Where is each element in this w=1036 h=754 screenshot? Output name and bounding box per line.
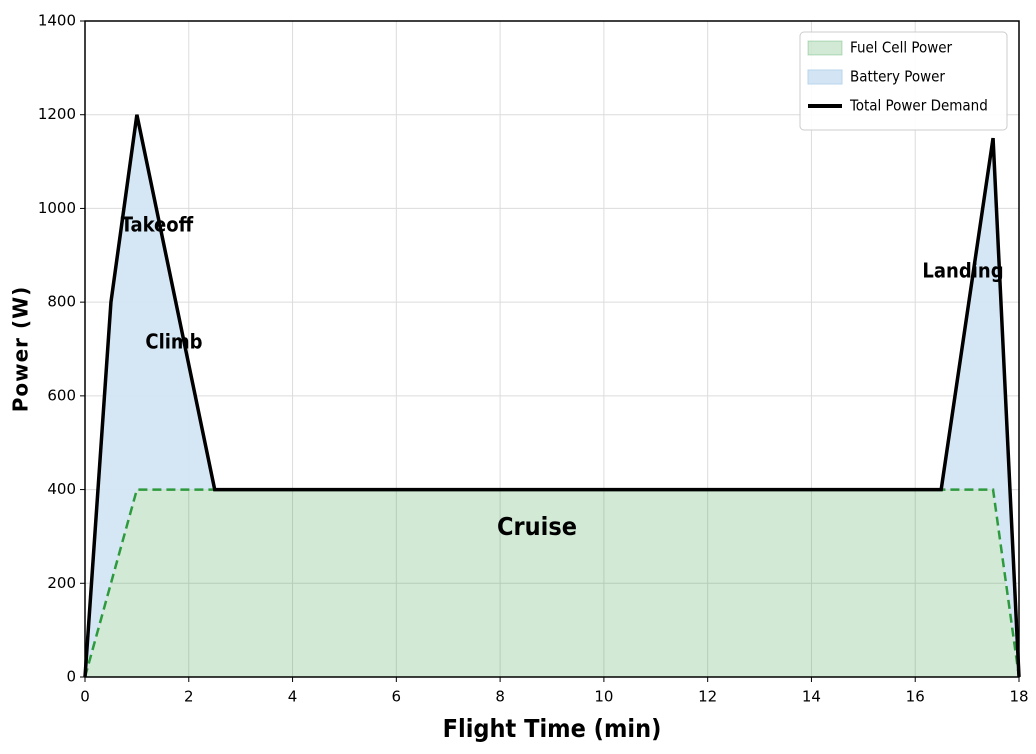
x-tick-label: 18: [1009, 688, 1028, 706]
y-tick-label: 0: [66, 668, 76, 686]
x-tick-label: 4: [288, 688, 298, 706]
x-tick-label: 16: [906, 688, 925, 706]
annotation: Cruise: [497, 512, 577, 541]
annotation: Landing: [922, 259, 1003, 283]
y-tick-label: 400: [47, 480, 76, 498]
x-axis-label: Flight Time (min): [443, 714, 662, 743]
y-tick-label: 1200: [38, 105, 76, 123]
x-tick-label: 2: [184, 688, 194, 706]
y-axis-label: Power (W): [9, 286, 33, 413]
x-tick-label: 6: [392, 688, 402, 706]
legend-label: Fuel Cell Power: [850, 39, 953, 57]
x-tick-label: 14: [802, 688, 821, 706]
legend-swatch: [807, 40, 843, 56]
x-tick-label: 10: [594, 688, 613, 706]
legend-label: Battery Power: [850, 68, 945, 86]
annotation: Climb: [145, 330, 202, 354]
y-tick-label: 1000: [38, 199, 76, 217]
x-tick-label: 0: [80, 688, 90, 706]
total-power-line: [83, 114, 1021, 678]
legend: Fuel Cell Power Battery Power Total Power …: [799, 31, 1008, 131]
x-tick-label: 8: [495, 688, 505, 706]
plot-frame: [84, 20, 1020, 678]
y-tick-label: 200: [47, 574, 76, 592]
y-tick-label: 800: [47, 293, 76, 311]
legend-box: [799, 31, 1008, 131]
annotation: Takeoff: [121, 213, 194, 237]
legend-swatch: [807, 69, 843, 85]
legend-label: Total Power Demand: [849, 97, 988, 115]
x-tick-label: 12: [698, 688, 717, 706]
fuel-cell-area: [85, 489, 1019, 677]
y-tick-label: 600: [47, 386, 76, 404]
y-tick-label: 1400: [38, 12, 76, 30]
